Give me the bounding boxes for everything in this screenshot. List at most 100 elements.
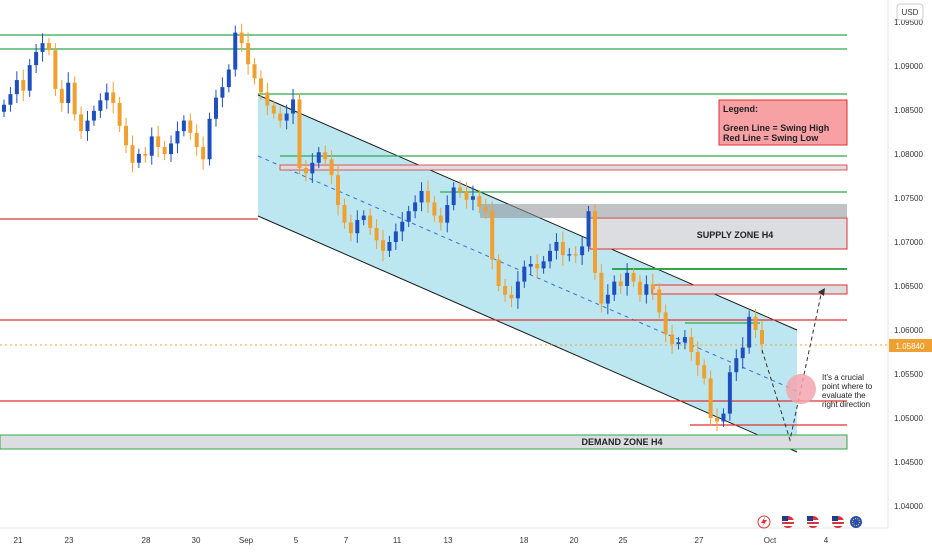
- bullish-candle: [104, 92, 109, 101]
- projection-arrowhead: [818, 288, 825, 296]
- bearish-candle: [702, 365, 707, 379]
- bullish-candle: [727, 372, 732, 414]
- bullish-candle: [548, 250, 553, 262]
- event-icons-row[interactable]: [757, 515, 862, 529]
- bearish-candle: [252, 64, 257, 79]
- bearish-candle: [496, 259, 501, 286]
- bearish-candle: [201, 146, 206, 160]
- bearish-candle: [381, 240, 385, 251]
- bullish-candle: [541, 261, 546, 269]
- bullish-candle: [470, 196, 475, 200]
- time-tick-label: 27: [695, 536, 704, 545]
- time-tick-label: 28: [142, 536, 151, 545]
- time-tick-label: 30: [192, 536, 201, 545]
- bullish-candle: [291, 99, 296, 114]
- bullish-candle: [98, 100, 103, 111]
- time-tick-label: Sep: [239, 536, 254, 545]
- bullish-candle: [522, 266, 527, 282]
- bullish-candle: [8, 94, 13, 105]
- bearish-candle: [258, 78, 263, 93]
- bullish-candle: [14, 80, 19, 95]
- time-tick-label: Oct: [764, 536, 777, 545]
- bullish-candle: [169, 143, 174, 154]
- currency-badge[interactable]: [896, 3, 924, 21]
- bearish-candle: [438, 215, 443, 223]
- bearish-candle: [631, 272, 636, 282]
- bullish-candle: [181, 120, 186, 132]
- bullish-candle: [149, 136, 154, 156]
- time-tick-label: 13: [444, 536, 453, 545]
- bearish-candle: [329, 159, 334, 176]
- time-tick-label: 20: [570, 536, 579, 545]
- candles-layer: [2, 23, 764, 432]
- time-tick-label: 7: [344, 536, 349, 545]
- bullish-candle: [419, 190, 424, 203]
- bearish-candle: [477, 196, 482, 207]
- price-tick-label: 1.07500: [894, 194, 923, 203]
- bearish-candle: [53, 50, 58, 89]
- time-tick-label: 25: [619, 536, 628, 545]
- bearish-candle: [124, 125, 129, 146]
- bearish-candle: [72, 82, 77, 115]
- bearish-candle: [637, 281, 642, 295]
- price-tick-label: 1.05500: [894, 370, 923, 379]
- bearish-candle: [592, 211, 597, 273]
- bearish-candle: [59, 88, 64, 103]
- bullish-candle: [175, 131, 180, 144]
- bullish-candle: [233, 32, 238, 70]
- bearish-candle: [246, 43, 251, 65]
- price-tick-label: 1.06000: [894, 326, 923, 335]
- price-tick-label: 1.04000: [894, 502, 923, 511]
- bearish-candle: [348, 222, 353, 234]
- bullish-candle: [310, 162, 315, 174]
- bearish-candle: [753, 316, 758, 330]
- price-tick-label: 1.04500: [894, 458, 923, 467]
- bearish-candle: [715, 418, 720, 422]
- bullish-candle: [213, 97, 218, 119]
- price-tick-label: 1.06500: [894, 282, 923, 291]
- eu-flag-icon[interactable]: [850, 516, 862, 528]
- time-tick-label: 5: [294, 536, 299, 545]
- price-tick-label: 1.08000: [894, 150, 923, 159]
- bearish-candle: [188, 120, 193, 133]
- price-axis-labels: 1.09500 1.09000 1.08500 1.08000 1.07500 1.070…: [894, 18, 923, 511]
- bearish-candle: [368, 215, 373, 228]
- legend-title: Legend:: [723, 104, 758, 114]
- bearish-candle: [695, 352, 700, 366]
- channel-lower-boundary: [257, 215, 798, 453]
- time-tick-label: 18: [520, 536, 529, 545]
- bullish-candle: [605, 294, 610, 304]
- us-flag-icon[interactable]: [782, 516, 794, 528]
- legend-line-green: Green Line = Swing High: [723, 123, 829, 133]
- bullish-candle: [207, 118, 212, 160]
- descending-channel: [258, 95, 797, 452]
- bearish-candle: [663, 312, 668, 335]
- us-flag-icon[interactable]: [832, 516, 844, 528]
- bearish-candle: [458, 187, 463, 191]
- bearish-candle: [323, 152, 328, 160]
- bearish-candle: [425, 190, 430, 203]
- demand-zone-box: [0, 434, 848, 450]
- bullish-candle: [393, 231, 398, 242]
- price-axis[interactable]: [888, 0, 932, 528]
- bearish-candle: [79, 114, 84, 132]
- lightning-icon[interactable]: [757, 515, 771, 529]
- bullish-candle: [734, 358, 739, 373]
- legend-line-red: Red Line = Swing Low: [723, 133, 819, 143]
- supply-zone-box: [589, 217, 848, 250]
- bearish-candle: [21, 80, 26, 91]
- bearish-candle: [278, 113, 283, 121]
- annotation-text: It's a crucial point where to evaluate t…: [822, 373, 873, 409]
- time-axis-labels: 21 23 28 30 Sep 5 7 11 13 18 20 25 27 Oct 4: [14, 536, 829, 545]
- supply-zone-label: SUPPLY ZONE H4: [697, 230, 774, 240]
- time-tick-label: 11: [393, 536, 402, 545]
- bullish-candle: [413, 202, 418, 212]
- time-axis[interactable]: [0, 528, 888, 550]
- mini-zone-1: [651, 284, 848, 295]
- bearish-candle: [303, 168, 308, 174]
- us-flag-icon[interactable]: [807, 516, 819, 528]
- bearish-candle: [760, 330, 764, 345]
- bullish-candle: [740, 347, 745, 359]
